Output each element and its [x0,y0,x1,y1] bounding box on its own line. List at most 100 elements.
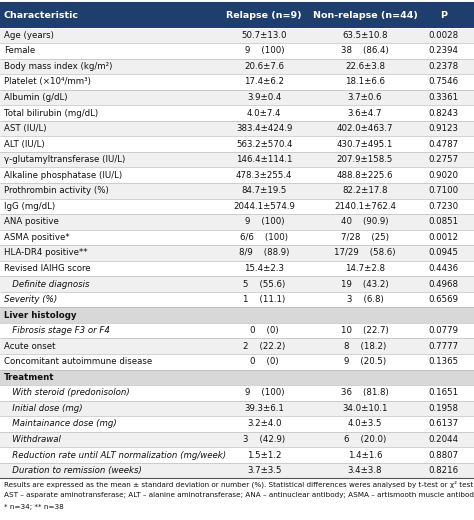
Text: 17/29    (58.6): 17/29 (58.6) [334,249,396,257]
Bar [0,3,474,28]
Text: 8    (18.2): 8 (18.2) [344,342,386,351]
Text: Severity (%): Severity (%) [4,295,57,304]
Text: 8/9    (88.9): 8/9 (88.9) [239,249,290,257]
Text: 19    (43.2): 19 (43.2) [341,280,389,289]
Text: Alkaline phosphatase (IU/L): Alkaline phosphatase (IU/L) [4,171,122,180]
Text: 402.0±463.7: 402.0±463.7 [337,124,393,133]
Bar [0,121,474,136]
Text: 2044.1±574.9: 2044.1±574.9 [233,202,295,211]
Text: 3.4±3.8: 3.4±3.8 [348,466,382,475]
Text: 84.7±19.5: 84.7±19.5 [242,186,287,196]
Bar [0,167,474,183]
Bar [0,90,474,105]
Bar [0,463,474,478]
Text: Body mass index (kg/m²): Body mass index (kg/m²) [4,62,112,71]
Text: 9    (100): 9 (100) [245,388,284,397]
Text: ALT (IU/L): ALT (IU/L) [4,140,45,149]
Text: Duration to remission (weeks): Duration to remission (weeks) [4,466,142,475]
Text: 563.2±570.4: 563.2±570.4 [236,140,292,149]
Text: 36    (81.8): 36 (81.8) [341,388,389,397]
Text: 430.7±495.1: 430.7±495.1 [337,140,393,149]
Text: 34.0±10.1: 34.0±10.1 [342,404,388,413]
Text: 3.7±3.5: 3.7±3.5 [247,466,282,475]
Text: 0.9123: 0.9123 [428,124,458,133]
Text: 9    (20.5): 9 (20.5) [344,357,386,366]
Text: 9    (100): 9 (100) [245,46,284,55]
Text: 63.5±10.8: 63.5±10.8 [342,31,388,40]
Text: 2140.1±762.4: 2140.1±762.4 [334,202,396,211]
Text: 478.3±255.4: 478.3±255.4 [236,171,292,180]
Text: ANA positive: ANA positive [4,217,59,226]
Text: 1    (11.1): 1 (11.1) [243,295,285,304]
Bar [0,136,474,152]
Bar [0,245,474,261]
Text: 50.7±13.0: 50.7±13.0 [242,31,287,40]
Text: With steroid (predonisolon): With steroid (predonisolon) [4,388,129,397]
Text: 0.0012: 0.0012 [428,233,458,242]
Text: 0.8216: 0.8216 [428,466,458,475]
Text: 39.3±6.1: 39.3±6.1 [244,404,284,413]
Text: 0.2394: 0.2394 [428,46,458,55]
Bar [0,276,474,292]
Bar [0,354,474,370]
Text: 146.4±114.1: 146.4±114.1 [236,155,292,164]
Text: 2    (22.2): 2 (22.2) [243,342,285,351]
Text: 207.9±158.5: 207.9±158.5 [337,155,393,164]
Text: Concomitant autoimmune disease: Concomitant autoimmune disease [4,357,152,366]
Text: 4.0±7.4: 4.0±7.4 [247,109,282,118]
Text: Platelet (×10⁴/mm³): Platelet (×10⁴/mm³) [4,77,91,86]
Text: Withdrawal: Withdrawal [4,435,61,444]
Bar [0,370,474,385]
Text: Characteristic: Characteristic [4,10,79,20]
Text: 3    (6.8): 3 (6.8) [346,295,383,304]
Text: Liver histology: Liver histology [4,310,76,320]
Text: 3.9±0.4: 3.9±0.4 [247,93,282,102]
Text: 0.2757: 0.2757 [428,155,458,164]
Text: Acute onset: Acute onset [4,342,55,351]
Text: 1.4±1.6: 1.4±1.6 [348,451,382,460]
Text: 0.8243: 0.8243 [428,109,458,118]
Bar [0,152,474,167]
Text: Female: Female [4,46,35,55]
Text: 0.4787: 0.4787 [428,140,458,149]
Text: Albumin (g/dL): Albumin (g/dL) [4,93,67,102]
Text: γ-glutamyltransferase (IU/L): γ-glutamyltransferase (IU/L) [4,155,125,164]
Text: 3.7±0.6: 3.7±0.6 [348,93,382,102]
Text: 38    (86.4): 38 (86.4) [341,46,389,55]
Text: 3    (42.9): 3 (42.9) [243,435,285,444]
Text: 0.6137: 0.6137 [428,420,458,428]
Text: Definite diagnosis: Definite diagnosis [4,280,89,289]
Text: 0.9020: 0.9020 [428,171,458,180]
Bar [0,28,474,43]
Text: 18.1±6.6: 18.1±6.6 [345,77,385,86]
Text: * n=34; ** n=38: * n=34; ** n=38 [4,504,64,510]
Bar [0,416,474,432]
Text: 0.7546: 0.7546 [428,77,458,86]
Text: Treatment: Treatment [4,373,55,382]
Text: 10    (22.7): 10 (22.7) [341,326,389,335]
Text: 383.4±424.9: 383.4±424.9 [236,124,292,133]
Bar [0,199,474,214]
Text: Non-relapse (n=44): Non-relapse (n=44) [312,10,418,20]
Text: 0.2378: 0.2378 [428,62,458,71]
Bar [0,432,474,447]
Text: 488.8±225.6: 488.8±225.6 [337,171,393,180]
Text: Initial dose (mg): Initial dose (mg) [4,404,82,413]
Text: 0.1365: 0.1365 [428,357,458,366]
Text: 20.6±7.6: 20.6±7.6 [244,62,284,71]
Bar [0,339,474,354]
Text: 0.0945: 0.0945 [428,249,458,257]
Bar [0,105,474,121]
Text: 0.7100: 0.7100 [428,186,458,196]
Text: 3.2±4.0: 3.2±4.0 [247,420,282,428]
Text: 0.0851: 0.0851 [428,217,458,226]
Text: 14.7±2.8: 14.7±2.8 [345,264,385,273]
Bar [0,401,474,416]
Text: 0.7777: 0.7777 [428,342,458,351]
Text: 0.6569: 0.6569 [428,295,458,304]
Text: Age (years): Age (years) [4,31,54,40]
Text: 17.4±6.2: 17.4±6.2 [244,77,284,86]
Text: ASMA positive*: ASMA positive* [4,233,69,242]
Bar [0,385,474,401]
Text: 82.2±17.8: 82.2±17.8 [342,186,388,196]
